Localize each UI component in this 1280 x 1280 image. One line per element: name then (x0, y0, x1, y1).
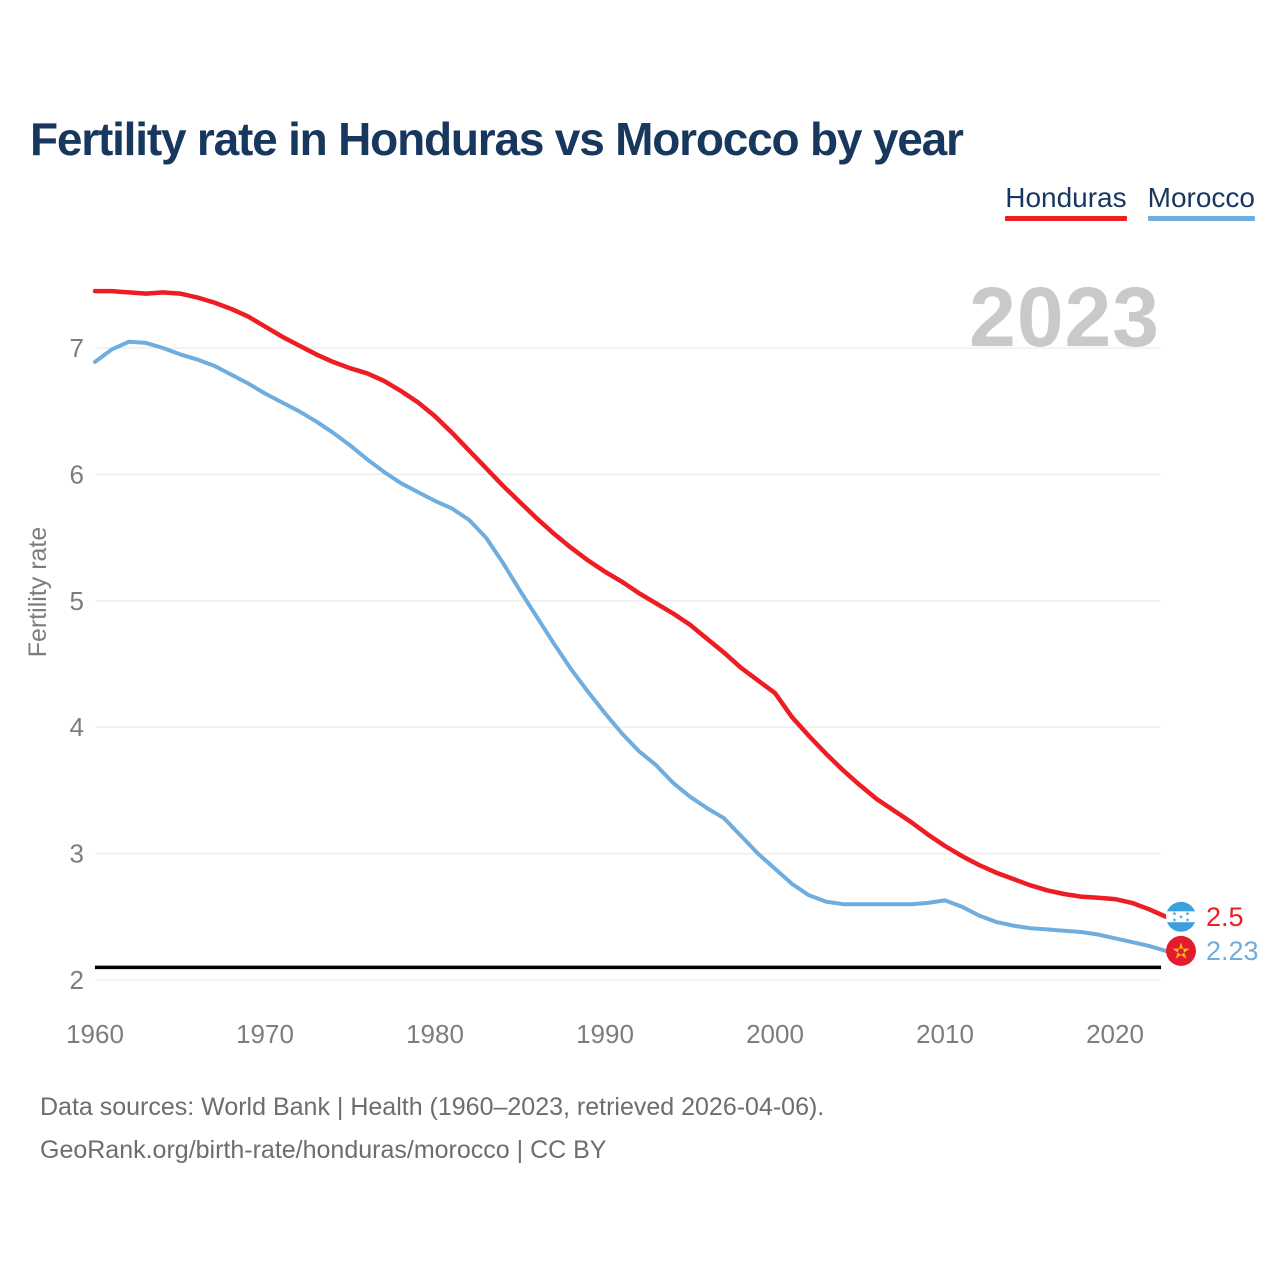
legend-color-bar-morocco (1147, 216, 1255, 221)
x-tick-label-2010: 2010 (916, 1019, 974, 1049)
year-watermark: 2023 (969, 270, 1160, 364)
legend-item-honduras[interactable]: Honduras (1005, 182, 1127, 221)
morocco-flag-icon (1166, 935, 1196, 966)
x-tick-label-1990: 1990 (576, 1019, 634, 1049)
legend-item-morocco[interactable]: Morocco (1147, 182, 1255, 221)
x-tick-label-1970: 1970 (236, 1019, 294, 1049)
x-tick-label-1980: 1980 (406, 1019, 464, 1049)
y-tick-label-3: 3 (70, 839, 84, 869)
y-axis-title: Fertility rate (24, 527, 52, 658)
legend-color-bar-honduras (1005, 216, 1127, 221)
honduras-flag-icon (1166, 901, 1196, 932)
honduras-end-value: 2.5 (1206, 902, 1244, 932)
footer-attribution: GeoRank.org/birth-rate/honduras/morocco … (40, 1136, 607, 1164)
honduras-line[interactable] (92, 288, 1169, 920)
y-tick-label-2: 2 (70, 965, 84, 995)
y-tick-label-4: 4 (70, 712, 84, 742)
morocco-end-value: 2.23 (1206, 936, 1259, 966)
morocco-line[interactable] (93, 339, 1168, 953)
legend: Honduras Morocco (1005, 184, 1255, 221)
y-tick-label-6: 6 (70, 459, 84, 489)
page-title: Fertility rate in Honduras vs Morocco by… (30, 113, 964, 165)
y-tick-label-7: 7 (70, 333, 84, 363)
x-tick-label-1960: 1960 (66, 1019, 124, 1049)
legend-label-honduras: Honduras (1005, 182, 1127, 213)
footer: Data sources: World Bank | Health (1960–… (40, 1086, 824, 1172)
x-tick-label-2020: 2020 (1086, 1019, 1144, 1049)
legend-label-morocco: Morocco (1147, 182, 1255, 213)
x-tick-label-2000: 2000 (746, 1019, 804, 1049)
y-tick-label-5: 5 (70, 586, 84, 616)
footer-data-sources: Data sources: World Bank | Health (1960–… (40, 1093, 825, 1121)
